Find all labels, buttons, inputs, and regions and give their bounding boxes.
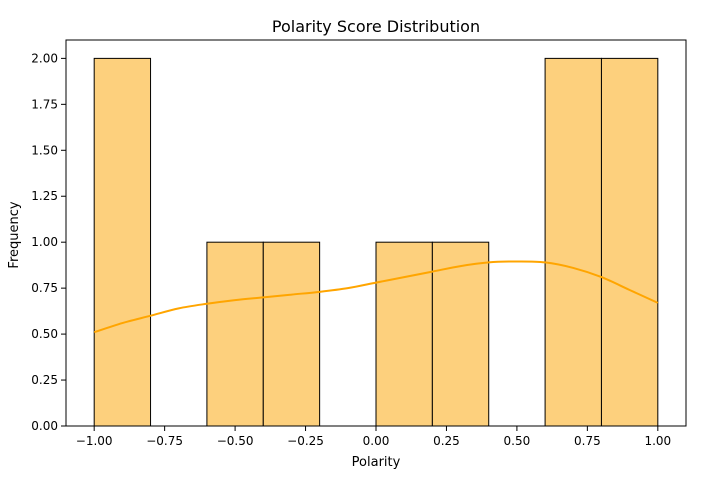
chart-title: Polarity Score Distribution <box>272 17 480 36</box>
x-tick-label-4: 0.00 <box>363 434 390 448</box>
histogram-bar-5 <box>375 241 433 427</box>
y-tick-label-5: 1.25 <box>31 189 58 203</box>
histogram-bar-6 <box>431 241 490 427</box>
x-tick-label-2: −0.50 <box>217 434 254 448</box>
y-tick-label-1: 0.25 <box>31 373 58 387</box>
histogram-bar-2 <box>206 241 264 427</box>
y-tick-label-6: 1.50 <box>31 143 58 157</box>
x-tick-label-7: 0.75 <box>574 434 601 448</box>
x-tick-label-8: 1.00 <box>644 434 671 448</box>
kde-curve <box>93 260 659 334</box>
histogram-bar-0 <box>93 57 152 427</box>
y-axis-label: Frequency <box>7 201 22 268</box>
y-tick-label-0: 0.00 <box>31 419 58 433</box>
x-tick-label-6: 0.50 <box>504 434 531 448</box>
x-axis-label: Polarity <box>352 455 401 470</box>
y-tick-label-8: 2.00 <box>31 51 58 65</box>
histogram-bar-3 <box>262 241 321 427</box>
y-tick-label-2: 0.50 <box>31 327 58 341</box>
plot-area: −1.00 −0.75 −0.50 −0.25 0.00 0.25 0.50 0.75 1.00… <box>31 39 687 448</box>
histogram-bar-9 <box>600 57 659 427</box>
x-tick-label-0: −1.00 <box>76 434 113 448</box>
histogram-bar-8 <box>544 57 602 427</box>
x-tick-label-5: 0.25 <box>433 434 460 448</box>
y-tick-label-7: 1.75 <box>31 97 58 111</box>
x-tick-label-1: −0.75 <box>146 434 183 448</box>
y-tick-label-3: 0.75 <box>31 281 58 295</box>
y-tick-label-4: 1.00 <box>31 235 58 249</box>
x-tick-label-3: −0.25 <box>287 434 324 448</box>
